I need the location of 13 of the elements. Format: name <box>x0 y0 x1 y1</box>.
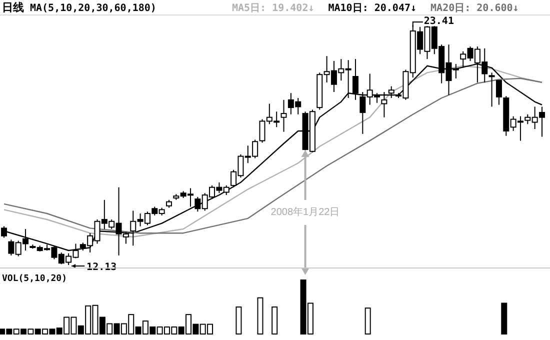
bar <box>272 306 278 334</box>
chart-title: VOL(5,10,20) <box>2 274 68 284</box>
text: MA10日: 20.047↓ <box>328 3 417 14</box>
chart-title: 日线 <box>2 1 24 14</box>
bar <box>236 306 242 334</box>
chart-subtitle: MA(5,10,20,30,60,180) <box>30 3 156 14</box>
annotation: 2008年1月22日 <box>270 206 340 218</box>
text: MA20日: 20.600↓ <box>430 3 519 14</box>
text: MA5日: 19.402↓ <box>232 3 314 14</box>
annotation: 23.41 <box>424 16 454 27</box>
bar <box>501 302 508 334</box>
bar <box>364 308 371 334</box>
bar <box>257 297 264 334</box>
